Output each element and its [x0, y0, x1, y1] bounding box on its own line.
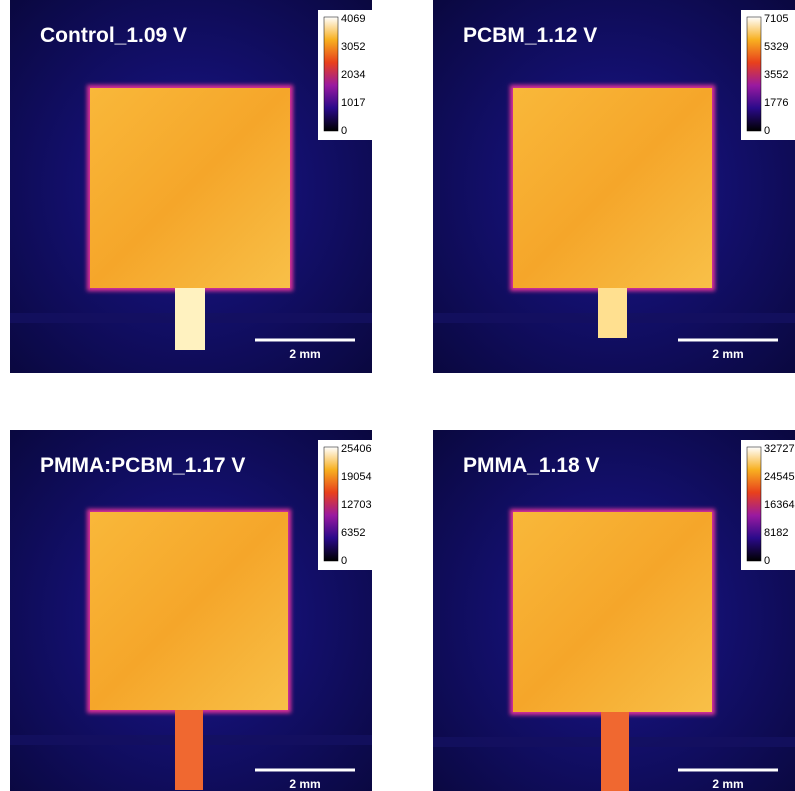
colorbar-tick-label: 0: [341, 555, 347, 567]
colorbar-tick-label: 25406: [341, 443, 372, 455]
pixel-area: [90, 512, 288, 710]
contact-tab: [175, 710, 203, 790]
colorbar-tick-label: 19054: [341, 471, 372, 483]
panel: PMMA:PCBM_1.17 V 25406 19054 12703 6352 0 2 mm: [10, 430, 372, 791]
pixel-area: [513, 88, 712, 288]
colorbar-tick-label: 1017: [341, 97, 365, 109]
colorbar: [746, 446, 762, 562]
scale-bar-label: 2 mm: [712, 347, 743, 361]
colorbar-tick-label: 7105: [764, 13, 788, 25]
colorbar-tick-label: 3052: [341, 41, 365, 53]
colorbar-tick-label: 0: [341, 125, 347, 137]
colorbar-tick-label: 3552: [764, 69, 788, 81]
colorbar-tick-label: 32727: [764, 443, 795, 455]
panel-title: PMMA_1.18 V: [463, 454, 600, 477]
colorbar: [323, 16, 339, 132]
panel: PCBM_1.12 V 7105 5329 3552 1776 0 2 mm: [433, 0, 795, 373]
colorbar-tick-label: 8182: [764, 527, 788, 539]
panel-title: PCBM_1.12 V: [463, 24, 597, 47]
colorbar: [323, 446, 339, 562]
scale-bar-label: 2 mm: [289, 347, 320, 361]
panel-title: Control_1.09 V: [40, 24, 187, 47]
pixel-area: [513, 512, 712, 712]
colorbar-tick-label: 6352: [341, 527, 365, 539]
colorbar-tick-label: 5329: [764, 41, 788, 53]
scale-bar-label: 2 mm: [712, 777, 743, 791]
contact-tab: [601, 712, 629, 791]
contact-tab: [175, 288, 205, 350]
panel: Control_1.09 V 4069 3052 2034 1017 0 2 mm: [10, 0, 372, 373]
colorbar-tick-label: 1776: [764, 97, 788, 109]
scale-bar-label: 2 mm: [289, 777, 320, 791]
colorbar: [746, 16, 762, 132]
colorbar-tick-label: 16364: [764, 499, 795, 511]
contact-tab: [598, 288, 627, 338]
panel: PMMA_1.18 V 32727 24545 16364 8182 0 2 mm: [433, 430, 795, 791]
colorbar-tick-label: 2034: [341, 69, 365, 81]
colorbar-tick-label: 0: [764, 125, 770, 137]
panel-title: PMMA:PCBM_1.17 V: [40, 454, 245, 477]
colorbar-tick-label: 0: [764, 555, 770, 567]
pixel-area: [90, 88, 290, 288]
colorbar-tick-label: 12703: [341, 499, 372, 511]
colorbar-tick-label: 4069: [341, 13, 365, 25]
colorbar-tick-label: 24545: [764, 471, 795, 483]
